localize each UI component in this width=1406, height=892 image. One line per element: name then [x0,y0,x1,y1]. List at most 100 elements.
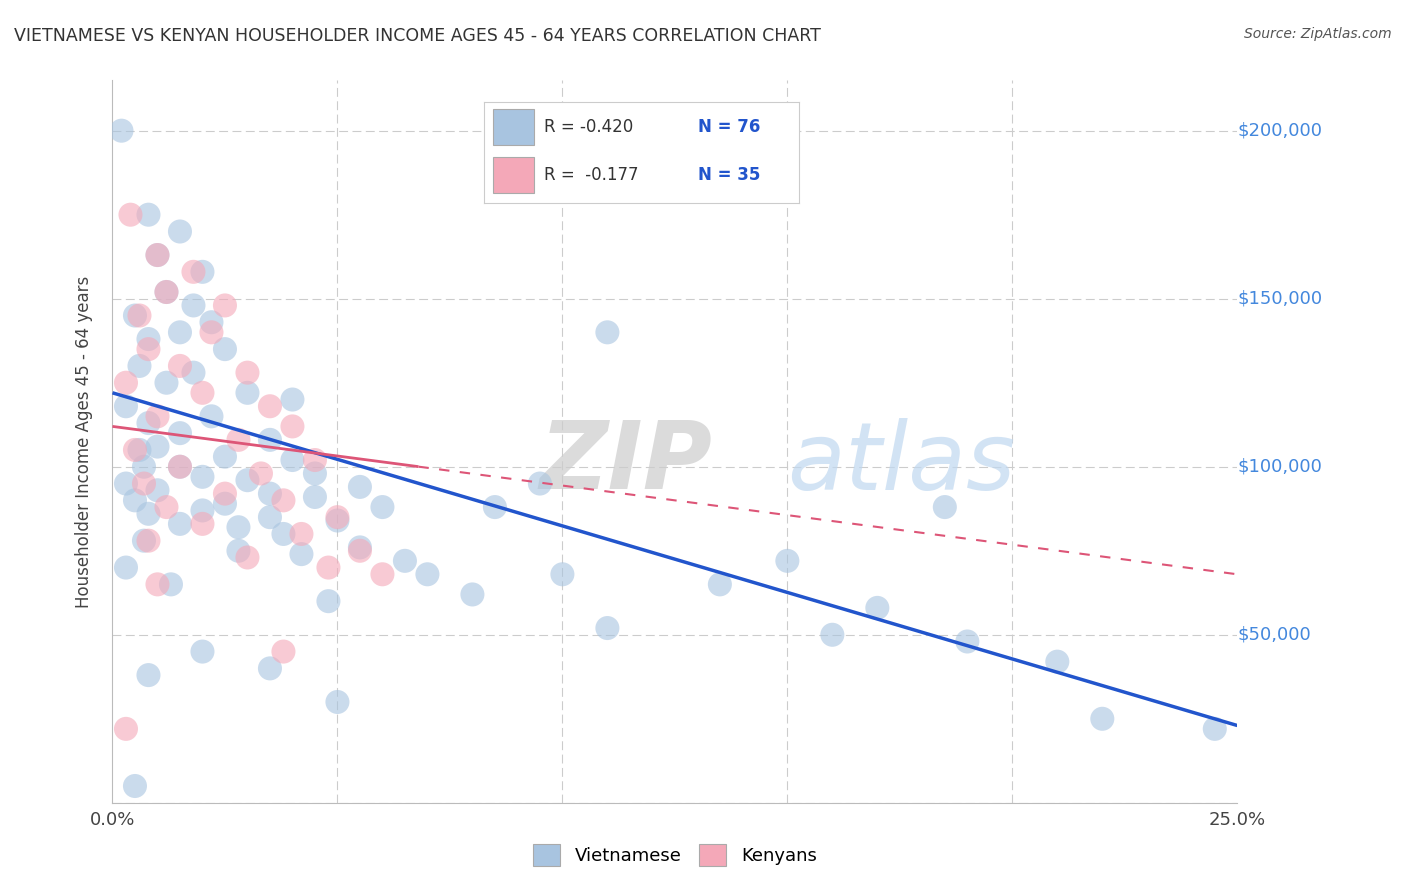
Point [596,326,619,340]
Point [155,285,177,299]
Point [290,547,312,561]
Point [228,543,250,558]
Text: ZIP: ZIP [540,417,713,509]
Legend: Vietnamese, Kenyans: Vietnamese, Kenyans [526,837,824,873]
Point [1091,712,1114,726]
Point [273,644,295,658]
Point [128,359,150,373]
Point [191,644,214,658]
Point [146,577,169,591]
Point [461,587,484,601]
Point [169,516,191,531]
Point [349,541,371,555]
Point [124,442,146,457]
Point [290,527,312,541]
Point [318,594,340,608]
Point [1046,655,1069,669]
Point [155,376,177,390]
Point [236,385,259,400]
Point [349,543,371,558]
Point [138,533,160,548]
Text: Source: ZipAtlas.com: Source: ZipAtlas.com [1244,27,1392,41]
Point [146,248,169,262]
Point [259,486,281,500]
Text: $100,000: $100,000 [1237,458,1322,475]
Point [214,342,236,356]
Point [191,470,214,484]
Point [169,359,191,373]
Text: VIETNAMESE VS KENYAN HOUSEHOLDER INCOME AGES 45 - 64 YEARS CORRELATION CHART: VIETNAMESE VS KENYAN HOUSEHOLDER INCOME … [14,27,821,45]
Point [200,315,222,329]
Point [259,510,281,524]
Point [214,298,236,312]
Point [115,476,138,491]
Point [273,493,295,508]
Point [228,433,250,447]
Point [214,486,236,500]
Point [183,265,205,279]
Point [281,419,304,434]
Point [169,426,191,441]
Point [821,628,844,642]
Point [191,265,214,279]
Point [394,554,416,568]
Point [596,621,619,635]
Point [956,634,979,648]
Point [326,514,349,528]
Point [169,459,191,474]
Point [214,497,236,511]
Point [709,577,731,591]
Point [138,507,160,521]
Point [115,560,138,574]
Point [236,473,259,487]
Point [259,433,281,447]
Point [529,476,551,491]
Point [124,309,146,323]
Point [191,516,214,531]
Y-axis label: Householder Income Ages 45 - 64 years: Householder Income Ages 45 - 64 years [75,276,93,607]
Point [115,376,138,390]
Point [326,510,349,524]
Text: $50,000: $50,000 [1237,626,1310,644]
Point [236,550,259,565]
Point [160,577,183,591]
Point [318,560,340,574]
Point [155,285,177,299]
Point [110,124,132,138]
Point [200,326,222,340]
Point [776,554,799,568]
Point [115,722,138,736]
Point [259,661,281,675]
Point [371,500,394,514]
Point [326,695,349,709]
Point [138,342,160,356]
Point [115,399,138,413]
Point [236,366,259,380]
Point [349,480,371,494]
Point [146,409,169,424]
Point [304,467,326,481]
Point [191,385,214,400]
Point [273,527,295,541]
Point [281,392,304,407]
Point [138,668,160,682]
Point [138,332,160,346]
Point [214,450,236,464]
Point [1204,722,1226,736]
Point [124,779,146,793]
Point [250,467,273,481]
Point [169,459,191,474]
Point [155,500,177,514]
Point [132,533,155,548]
Text: atlas: atlas [787,417,1015,508]
Point [371,567,394,582]
Point [146,248,169,262]
Point [934,500,956,514]
Point [128,442,150,457]
Point [200,409,222,424]
Point [132,476,155,491]
Point [228,520,250,534]
Text: $200,000: $200,000 [1237,121,1322,140]
Point [138,416,160,430]
Point [416,567,439,582]
